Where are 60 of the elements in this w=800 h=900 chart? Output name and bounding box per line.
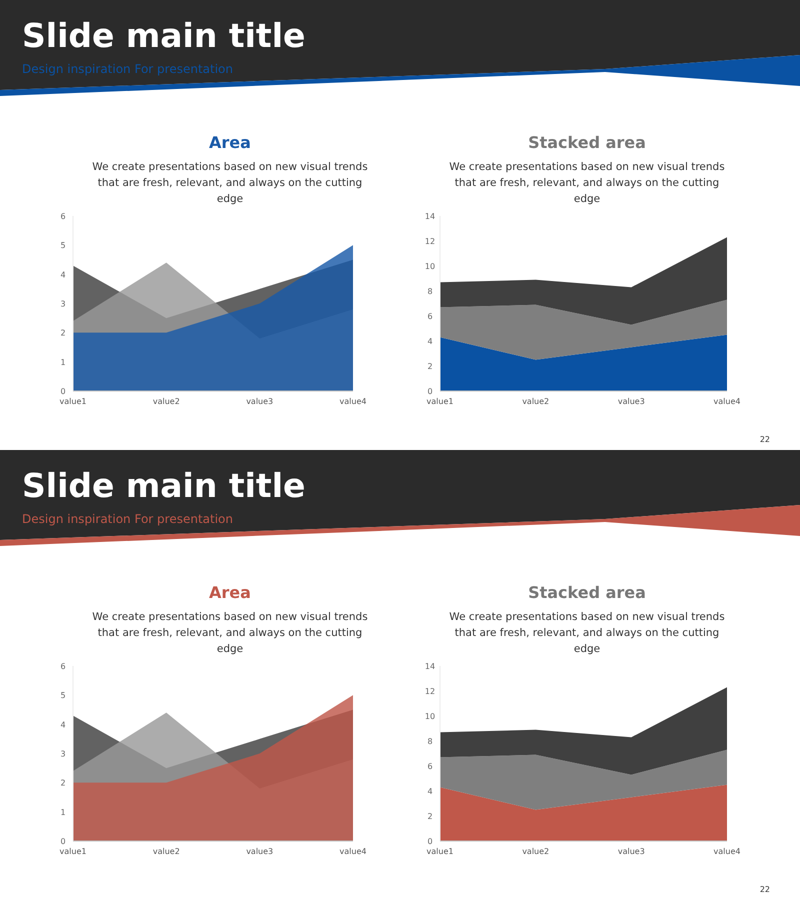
x-tick-label: value2	[152, 397, 180, 406]
x-tick-label: value4	[340, 847, 366, 856]
chart-title: Area	[209, 133, 251, 152]
x-tick-label: value4	[340, 397, 366, 406]
y-tick-label: 14	[424, 212, 436, 221]
x-tick-label: value3	[246, 397, 274, 406]
y-tick-label: 2	[427, 362, 433, 371]
y-tick-label: 0	[60, 837, 66, 846]
y-tick-label: 3	[60, 750, 66, 758]
y-tick-label: 8	[427, 287, 433, 296]
y-tick-label: 4	[60, 270, 66, 280]
y-tick-label: 2	[60, 778, 66, 788]
y-tick-label: 12	[424, 687, 436, 696]
text: 22	[760, 435, 770, 444]
y-tick-label: 0	[427, 837, 433, 846]
x-tick-label: value3	[246, 847, 274, 856]
text: Design inspiration For presentation	[22, 62, 233, 76]
y-tick-label: 8	[427, 737, 433, 746]
y-tick-label: 4	[427, 787, 433, 796]
x-tick-label: value1	[426, 397, 454, 406]
x-tick-label: value2	[152, 847, 180, 856]
y-tick-label: 6	[427, 762, 433, 771]
y-tick-label: 6	[427, 312, 433, 321]
y-tick-label: 6	[60, 212, 66, 221]
y-tick-label: 10	[424, 712, 436, 721]
x-tick-label: value1	[426, 847, 454, 856]
chart-subtitle: We create presentations based on new visual trends that are fresh, relevant, and always on the cutting edge	[449, 161, 725, 205]
x-tick-label: value2	[522, 847, 550, 856]
chart-subtitle: We create presentations based on new visual trends that are fresh, relevant, and always on the cutting edge	[449, 611, 725, 655]
y-tick-label: 6	[60, 662, 66, 671]
y-tick-label: 2	[427, 812, 433, 821]
chart-subtitle: We create presentations based on new visual trends that are fresh, relevant, and always on the cutting edge	[92, 161, 368, 205]
x-tick-label: value2	[522, 397, 550, 406]
y-tick-label: 0	[60, 387, 66, 396]
y-tick-label: 4	[60, 720, 66, 730]
x-tick-label: value1	[60, 847, 86, 856]
y-tick-label: 14	[424, 662, 436, 671]
x-tick-label: value4	[714, 397, 740, 406]
x-tick-label: value4	[714, 847, 740, 856]
text: 22	[760, 885, 770, 894]
y-tick-label: 1	[60, 358, 66, 367]
chart-title: Stacked area	[528, 583, 646, 602]
x-tick-label: value1	[60, 397, 86, 406]
y-tick-label: 3	[60, 300, 66, 308]
chart-subtitle: We create presentations based on new visual trends that are fresh, relevant, and always on the cutting edge	[92, 611, 368, 655]
y-tick-label: 10	[424, 262, 436, 271]
chart-title: Stacked area	[528, 133, 646, 152]
y-tick-label: 5	[60, 691, 66, 700]
y-tick-label: 0	[427, 387, 433, 396]
y-tick-label: 4	[427, 337, 433, 346]
x-tick-label: value3	[618, 847, 645, 856]
y-tick-label: 2	[60, 328, 66, 338]
x-tick-label: value3	[618, 397, 645, 406]
chart-title: Area	[209, 583, 251, 602]
y-tick-label: 1	[60, 808, 66, 817]
y-tick-label: 5	[60, 241, 66, 250]
text: Slide main title	[22, 466, 306, 505]
text: Slide main title	[22, 16, 306, 55]
text: Design inspiration For presentation	[22, 512, 233, 526]
y-tick-label: 12	[424, 237, 436, 246]
